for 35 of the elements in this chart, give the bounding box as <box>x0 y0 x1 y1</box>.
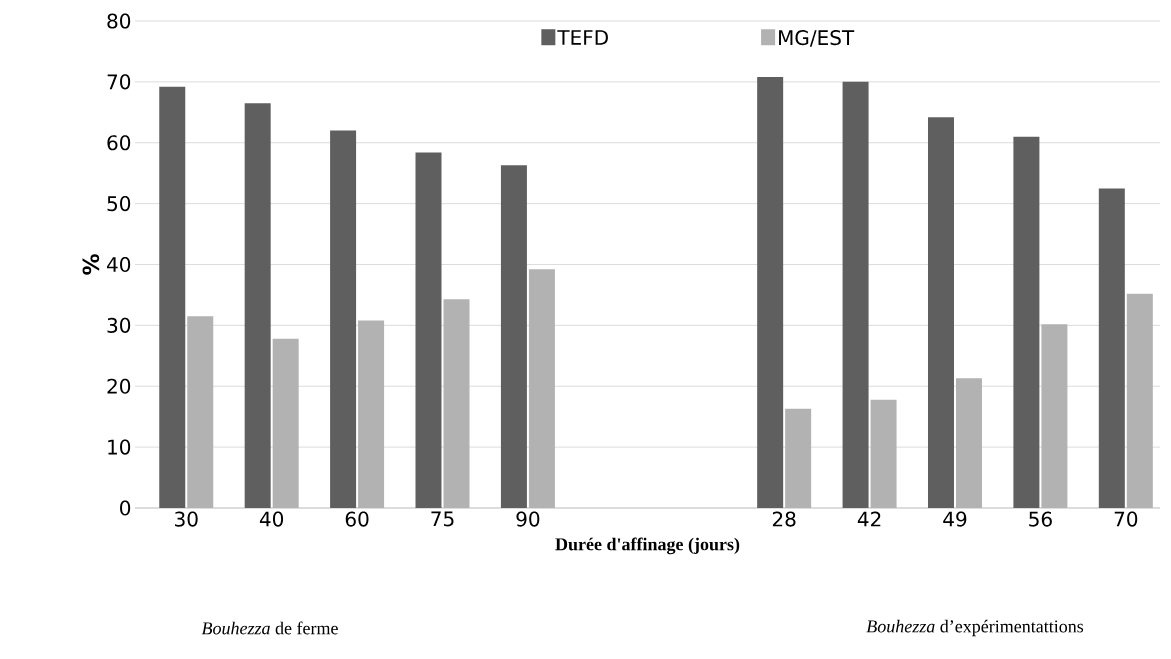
bar <box>757 77 784 508</box>
x-tick-label: 70 <box>1114 511 1138 527</box>
bar <box>500 165 527 508</box>
y-tick-label: 0 <box>120 500 131 516</box>
bar <box>1098 188 1125 508</box>
x-tick-label: 90 <box>516 511 540 527</box>
x-tick-label: 60 <box>345 511 369 527</box>
x-tick-label: 56 <box>1029 511 1052 527</box>
x-tick-label: 28 <box>772 511 796 527</box>
x-tick-label: 42 <box>857 511 881 527</box>
y-axis-title: % <box>82 254 100 275</box>
y-tick-label: 30 <box>107 317 131 333</box>
bar <box>159 86 186 508</box>
y-tick-label: 20 <box>107 378 131 394</box>
y-tick-label: 50 <box>107 196 131 212</box>
x-tick-label: 40 <box>259 511 284 527</box>
bar <box>415 152 442 508</box>
x-tick-label: 75 <box>431 511 454 527</box>
y-tick-label: 70 <box>107 74 131 90</box>
bar <box>842 81 869 508</box>
bar <box>330 130 357 508</box>
bar <box>1013 136 1040 508</box>
bar <box>244 103 271 508</box>
y-tick-label: 10 <box>108 439 131 455</box>
x-tick-label: 30 <box>175 511 198 527</box>
x-axis-title: Durée d'affinage (jours) <box>555 537 740 555</box>
y-tick-label: 40 <box>107 256 131 273</box>
y-tick-label: 80 <box>107 13 131 29</box>
text: Bouhezza d’expérimentattions <box>866 619 1084 637</box>
x-tick-label: 49 <box>943 511 967 527</box>
bar <box>927 117 954 508</box>
legend-label: MG/EST <box>779 30 855 47</box>
y-tick-label: 60 <box>107 135 131 151</box>
legend-label: TEFD <box>557 30 608 45</box>
text: Bouhezza de ferme <box>201 621 338 635</box>
